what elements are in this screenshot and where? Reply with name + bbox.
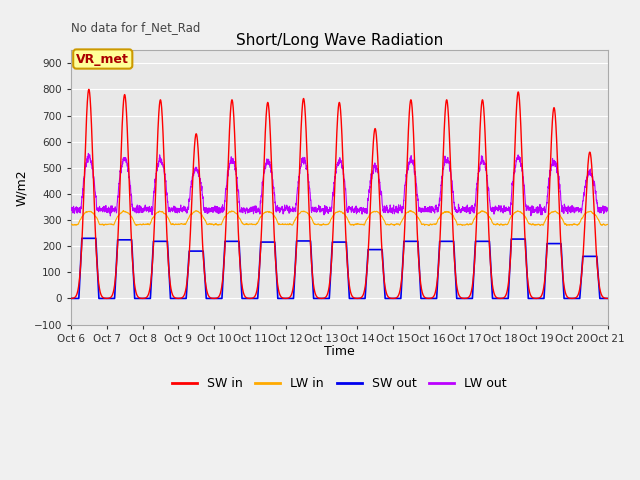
Y-axis label: W/m2: W/m2 [15, 169, 28, 206]
X-axis label: Time: Time [324, 345, 355, 358]
Title: Short/Long Wave Radiation: Short/Long Wave Radiation [236, 33, 443, 48]
Text: VR_met: VR_met [76, 52, 129, 66]
Legend: SW in, LW in, SW out, LW out: SW in, LW in, SW out, LW out [167, 372, 511, 395]
Text: No data for f_Net_Rad: No data for f_Net_Rad [71, 21, 200, 34]
